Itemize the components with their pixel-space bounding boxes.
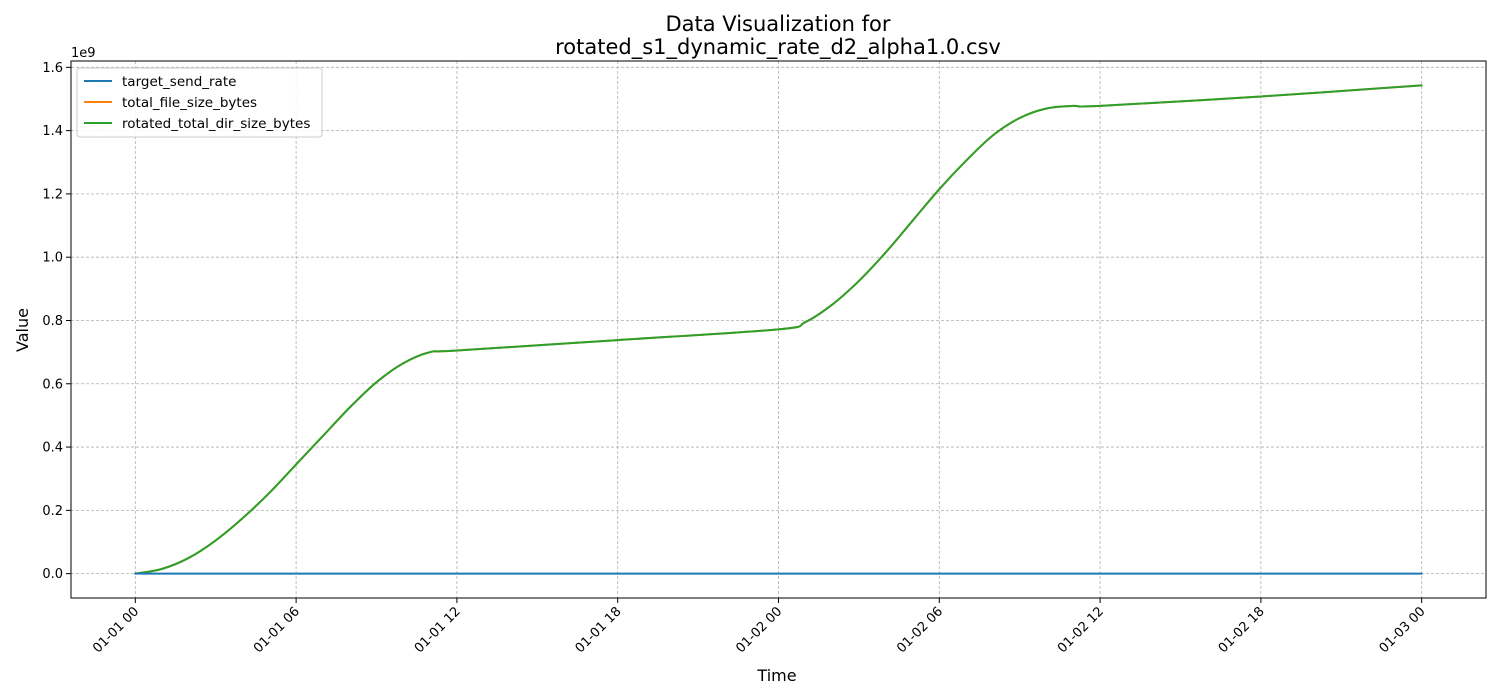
y-tick-label: 1.4 [42,124,63,139]
legend: target_send_rate total_file_size_bytesrot… [76,67,323,138]
legend-label: total_file_size_bytes [122,95,257,111]
legend-label: rotated_total_dir_size_bytes [122,116,310,132]
y-axis-ticks: 0.0 0.2 0.4 0.6 0.8 1.0 1.2 1.4 1.6 [42,61,71,582]
y-tick-label: 1.6 [42,61,63,76]
y-tick-label: 1.2 [42,187,63,202]
series-line-rotated-total-dir-size-bytes [134,84,1423,575]
chart-title-line-1: Data Visualization for [665,12,890,36]
x-axis-label: Time [756,666,796,685]
y-tick-label: 0.6 [42,377,63,392]
y-axis-label: Value [13,308,32,352]
legend-label: target_send_rate [122,74,236,90]
y-tick-label: 0.8 [42,314,63,329]
y-tick-label: 0.4 [42,441,63,456]
legend-box [76,67,323,138]
chart-title-line-2: rotated_s1_dynamic_rate_d2_alpha1.0.csv [555,35,1001,60]
y-tick-label: 0.2 [42,504,63,519]
y-tick-label: 1.0 [42,251,63,266]
series-lines [134,84,1423,575]
y-tick-label: 0.0 [42,567,63,582]
y-axis-offset-label: 1e9 [71,46,96,61]
